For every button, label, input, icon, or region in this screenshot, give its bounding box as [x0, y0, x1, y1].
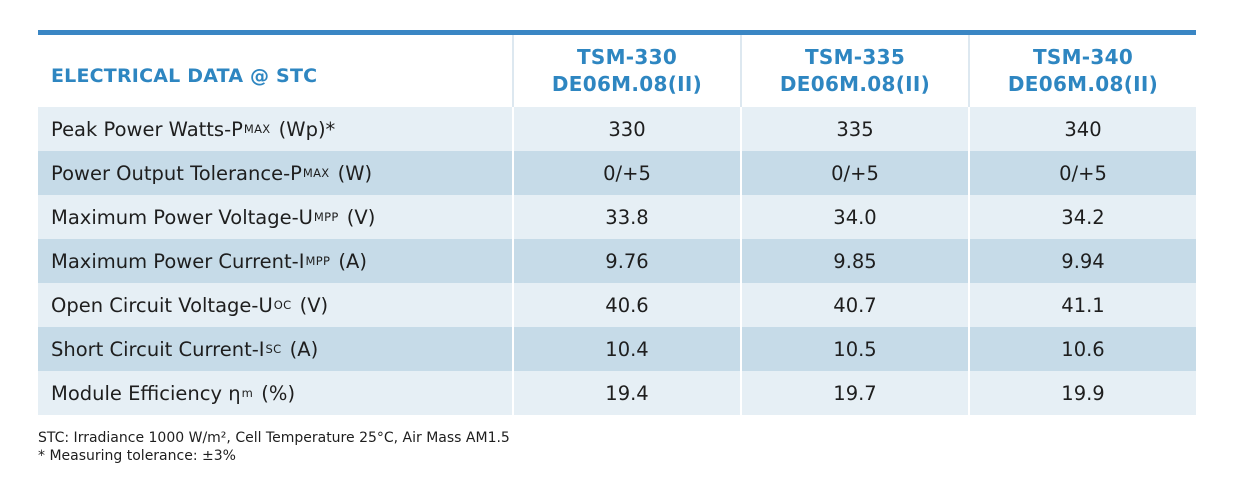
- value-cell: 19.9: [968, 371, 1196, 415]
- parameter-subscript: MAX: [302, 166, 330, 180]
- label-text: Open Circuit Voltage-: [51, 293, 259, 317]
- tolerance-note: * Measuring tolerance: ±3%: [38, 448, 236, 464]
- value-cell: 340: [968, 107, 1196, 151]
- label-text: Power Output Tolerance-: [51, 161, 291, 185]
- value-cell: 9.85: [740, 239, 968, 283]
- stc-note: STC: Irradiance 1000 W/m², Cell Temperat…: [38, 430, 510, 446]
- table-top-rule: [38, 30, 1196, 35]
- row-label: Power Output Tolerance- P MAX (W): [38, 151, 512, 195]
- label-text: Maximum Power Current-: [51, 249, 299, 273]
- label-unit: (V): [293, 293, 329, 317]
- row-label: Open Circuit Voltage- U OC (V): [38, 283, 512, 327]
- table-row: Open Circuit Voltage- U OC (V) 40.6 40.7 41.1: [38, 283, 1196, 327]
- row-label: Short Circuit Current- I SC (A): [38, 327, 512, 371]
- parameter-symbol: P: [231, 117, 243, 141]
- value-cell: 10.4: [512, 327, 740, 371]
- value-cell: 9.94: [968, 239, 1196, 283]
- table-row: Peak Power Watts- P MAX (Wp)* 330 335 340: [38, 107, 1196, 151]
- electrical-data-table: ELECTRICAL DATA @ STC TSM-330 DE06M.08(I…: [38, 30, 1196, 415]
- model-name: TSM-340: [1032, 45, 1134, 69]
- value-cell: 41.1: [968, 283, 1196, 327]
- value-cell: 34.2: [968, 195, 1196, 239]
- value-cell: 33.8: [512, 195, 740, 239]
- parameter-subscript: SC: [265, 342, 282, 356]
- label-unit: (A): [283, 337, 319, 361]
- row-label: Maximum Power Current- I MPP (A): [38, 239, 512, 283]
- parameter-subscript: m: [241, 386, 254, 400]
- value-cell: 330: [512, 107, 740, 151]
- value-cell: 0/+5: [740, 151, 968, 195]
- model-variant: DE06M.08(II): [551, 72, 703, 96]
- model-header-tsm-340: TSM-340 DE06M.08(II): [968, 35, 1196, 107]
- table-title: ELECTRICAL DATA @ STC: [51, 65, 318, 87]
- model-name: TSM-330: [576, 45, 678, 69]
- value-cell: 19.4: [512, 371, 740, 415]
- label-unit: (A): [332, 249, 367, 273]
- value-cell: 10.6: [968, 327, 1196, 371]
- table-body: Peak Power Watts- P MAX (Wp)* 330 335 340 Powe…: [38, 107, 1196, 415]
- label-unit: (%): [255, 381, 296, 405]
- table-row: Maximum Power Current- I MPP (A) 9.76 9.85 9.…: [38, 239, 1196, 283]
- model-header-tsm-335: TSM-335 DE06M.08(II): [740, 35, 968, 107]
- value-cell: 335: [740, 107, 968, 151]
- parameter-symbol: P: [290, 161, 302, 185]
- value-cell: 19.7: [740, 371, 968, 415]
- model-variant: DE06M.08(II): [779, 72, 931, 96]
- parameter-subscript: MPP: [313, 210, 339, 224]
- row-label: Peak Power Watts- P MAX (Wp)*: [38, 107, 512, 151]
- parameter-symbol: U: [258, 293, 273, 317]
- value-cell: 9.76: [512, 239, 740, 283]
- table-row: Power Output Tolerance- P MAX (W) 0/+5 0/+5 0…: [38, 151, 1196, 195]
- row-label: Maximum Power Voltage- U MPP (V): [38, 195, 512, 239]
- parameter-symbol: U: [298, 205, 313, 229]
- parameter-subscript: MAX: [243, 122, 271, 136]
- label-unit: (V): [340, 205, 376, 229]
- label-unit: (Wp)*: [272, 117, 336, 141]
- label-text: Peak Power Watts-: [51, 117, 232, 141]
- model-name: TSM-335: [804, 45, 906, 69]
- value-cell: 10.5: [740, 327, 968, 371]
- value-cell: 34.0: [740, 195, 968, 239]
- table-row: Maximum Power Voltage- U MPP (V) 33.8 34.0 34…: [38, 195, 1196, 239]
- label-text: Maximum Power Voltage-: [51, 205, 299, 229]
- header-title-cell: ELECTRICAL DATA @ STC: [38, 35, 512, 107]
- value-cell: 0/+5: [512, 151, 740, 195]
- parameter-symbol: I: [298, 249, 305, 273]
- footnotes: STC: Irradiance 1000 W/m², Cell Temperat…: [38, 429, 510, 465]
- label-text: Module Efficiency: [51, 381, 229, 405]
- table-row: Short Circuit Current- I SC (A) 10.4 10.5 10.…: [38, 327, 1196, 371]
- parameter-subscript: MPP: [305, 254, 331, 268]
- parameter-symbol: η: [228, 381, 241, 405]
- parameter-subscript: OC: [273, 298, 292, 312]
- value-cell: 40.6: [512, 283, 740, 327]
- table-header-row: ELECTRICAL DATA @ STC TSM-330 DE06M.08(I…: [38, 35, 1196, 107]
- label-unit: (W): [331, 161, 373, 185]
- parameter-symbol: I: [258, 337, 265, 361]
- value-cell: 40.7: [740, 283, 968, 327]
- model-variant: DE06M.08(II): [1007, 72, 1159, 96]
- model-header-tsm-330: TSM-330 DE06M.08(II): [512, 35, 740, 107]
- label-text: Short Circuit Current-: [51, 337, 259, 361]
- value-cell: 0/+5: [968, 151, 1196, 195]
